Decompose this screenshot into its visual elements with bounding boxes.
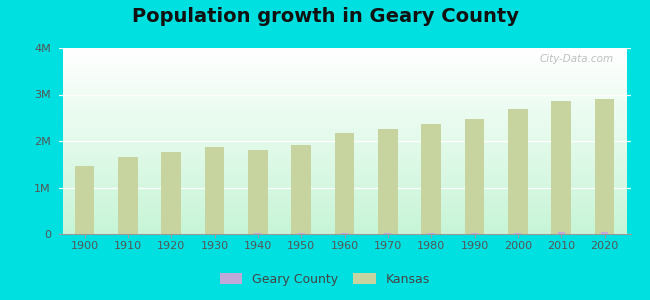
Bar	[558, 232, 565, 234]
Bar	[291, 146, 311, 234]
Text: Population growth in Geary County: Population growth in Geary County	[131, 8, 519, 26]
Text: City-Data.com: City-Data.com	[540, 54, 614, 64]
Bar	[514, 233, 521, 234]
Bar	[335, 133, 354, 234]
Bar	[465, 119, 484, 234]
Bar	[75, 166, 94, 234]
Bar	[205, 146, 224, 234]
Bar	[595, 98, 614, 234]
Bar	[248, 150, 268, 234]
Bar	[428, 232, 435, 234]
Bar	[211, 233, 218, 234]
Bar	[161, 152, 181, 234]
Bar	[384, 233, 391, 234]
Bar	[601, 232, 608, 234]
Bar	[118, 157, 138, 234]
Bar	[378, 129, 398, 234]
Bar	[551, 101, 571, 234]
Bar	[508, 109, 528, 234]
Bar	[471, 232, 478, 234]
Bar	[341, 233, 348, 234]
Bar	[421, 124, 441, 234]
Legend: Geary County, Kansas: Geary County, Kansas	[214, 268, 436, 291]
Bar	[298, 233, 305, 234]
Bar	[254, 233, 261, 234]
